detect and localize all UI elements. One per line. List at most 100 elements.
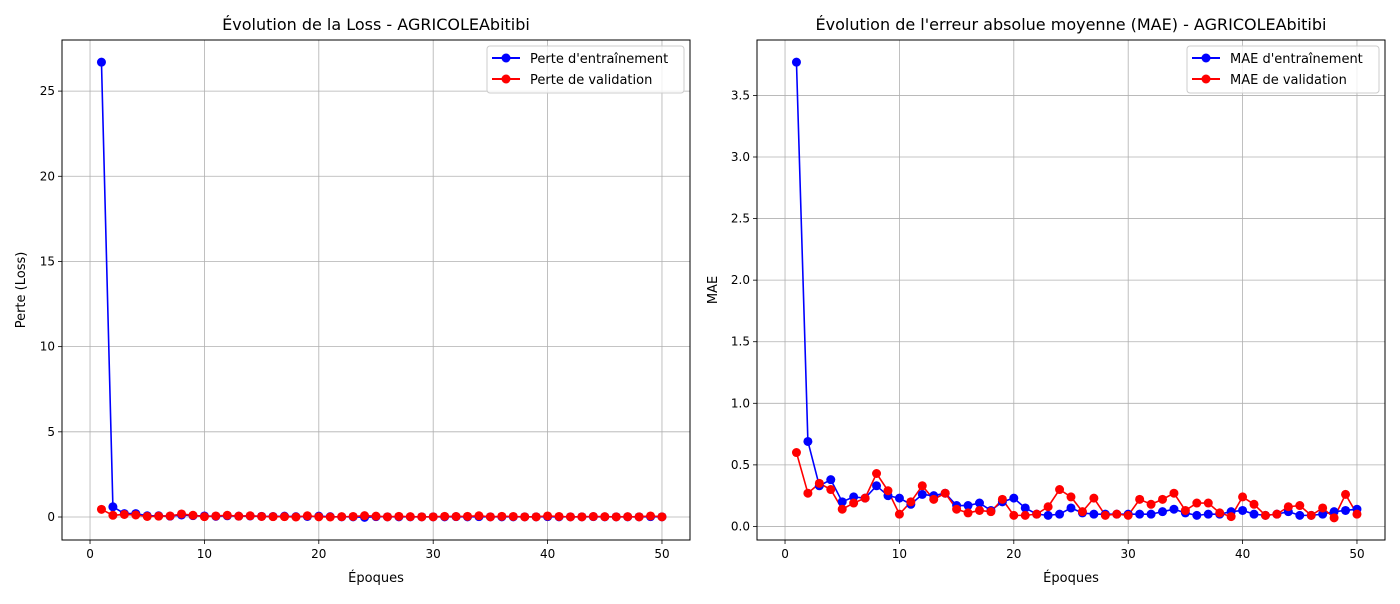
- mae-point-val: [1009, 510, 1019, 520]
- loss-legend-train-marker: [501, 53, 511, 63]
- mae-point-val: [940, 488, 950, 498]
- mae-point-train: [1341, 505, 1351, 515]
- mae-point-val: [803, 488, 813, 498]
- loss-chart-title: Évolution de la Loss - AGRICOLEAbitibi: [222, 15, 530, 34]
- mae-point-val: [1295, 501, 1305, 511]
- loss-point-val: [382, 512, 392, 522]
- mae-point-val: [997, 494, 1007, 504]
- mae-point-val: [1043, 502, 1053, 512]
- loss-point-val: [211, 511, 221, 521]
- mae-y-tick-label: 1.5: [731, 335, 750, 349]
- loss-y-tick-label: 25: [40, 84, 55, 98]
- mae-x-axis-label: Époques: [1043, 570, 1099, 586]
- loss-x-tick-label: 40: [540, 547, 555, 561]
- loss-point-val: [646, 511, 656, 521]
- loss-point-val: [279, 512, 289, 522]
- mae-point-val: [1341, 489, 1351, 499]
- mae-y-tick-label: 3.5: [731, 88, 750, 102]
- mae-point-train: [837, 497, 847, 507]
- loss-y-tick-label: 20: [40, 169, 55, 183]
- loss-point-val: [108, 510, 118, 520]
- mae-point-train: [1089, 509, 1099, 519]
- mae-x-tick-label: 30: [1121, 547, 1136, 561]
- mae-point-val: [814, 478, 824, 488]
- mae-x-tick-label: 10: [892, 547, 907, 561]
- loss-point-val: [360, 511, 370, 521]
- loss-point-val: [371, 511, 381, 521]
- mae-point-train: [894, 493, 904, 503]
- mae-x-tick-label: 40: [1235, 547, 1250, 561]
- loss-point-val: [508, 511, 518, 521]
- loss-point-val: [520, 512, 530, 522]
- loss-point-val: [657, 512, 667, 522]
- mae-point-val: [1238, 492, 1248, 502]
- mae-point-val: [1283, 502, 1293, 512]
- mae-legend: MAE d'entraînement MAE de validation: [1186, 45, 1380, 94]
- loss-point-val: [531, 512, 541, 522]
- loss-x-tick-label: 20: [311, 547, 326, 561]
- mae-point-train: [1043, 510, 1053, 520]
- loss-point-val: [394, 511, 404, 521]
- mae-point-val: [1146, 499, 1156, 509]
- loss-point-train: [108, 502, 118, 512]
- mae-point-val: [883, 486, 893, 496]
- loss-point-val: [623, 512, 633, 522]
- loss-point-val: [245, 511, 255, 521]
- loss-point-val: [268, 512, 278, 522]
- loss-point-val: [257, 511, 267, 521]
- mae-legend-train-marker: [1201, 53, 1211, 63]
- mae-y-tick-label: 1.0: [731, 396, 750, 410]
- loss-point-val: [154, 511, 164, 521]
- mae-point-train: [1329, 507, 1339, 517]
- mae-plot-frame: [756, 39, 1386, 541]
- mae-y-ticks: 0.0 0.5 1.0 1.5 2.0 2.5 3.0 3.5: [731, 88, 757, 533]
- loss-point-val: [428, 512, 438, 522]
- mae-y-tick-label: 2.0: [731, 273, 750, 287]
- mae-point-val: [826, 485, 836, 495]
- mae-point-train: [1169, 504, 1179, 514]
- mae-point-val: [1192, 498, 1202, 508]
- loss-point-val: [165, 511, 175, 521]
- loss-y-ticks: 0 5 10 15 20 25: [40, 84, 62, 524]
- mae-point-val: [894, 509, 904, 519]
- mae-point-val: [849, 498, 859, 508]
- mae-point-train: [917, 489, 927, 499]
- loss-point-val: [474, 511, 484, 521]
- mae-x-ticks: 0 10 20 30 40 50: [781, 540, 1365, 561]
- mae-point-val: [1249, 499, 1259, 509]
- mae-point-val: [1169, 488, 1179, 498]
- mae-y-tick-label: 3.0: [731, 150, 750, 164]
- loss-legend-val-marker: [501, 74, 511, 84]
- mae-point-val: [1112, 509, 1122, 519]
- mae-point-train: [1066, 503, 1076, 513]
- mae-point-val: [1329, 513, 1339, 523]
- loss-x-tick-label: 50: [654, 547, 669, 561]
- mae-point-val: [963, 508, 973, 518]
- mae-point-val: [1352, 509, 1362, 519]
- loss-point-val: [119, 509, 129, 519]
- loss-point-val: [577, 512, 587, 522]
- mae-point-val: [1055, 485, 1065, 495]
- mae-point-train: [1249, 509, 1259, 519]
- mae-x-tick-label: 0: [781, 547, 789, 561]
- loss-y-tick-label: 15: [40, 254, 55, 268]
- loss-point-val: [314, 512, 324, 522]
- loss-x-tick-label: 30: [426, 547, 441, 561]
- loss-y-tick-label: 5: [47, 425, 55, 439]
- mae-point-val: [974, 505, 984, 515]
- mae-point-val: [952, 504, 962, 514]
- loss-y-tick-label: 0: [47, 510, 55, 524]
- loss-point-val: [565, 512, 575, 522]
- mae-points: [791, 57, 1362, 523]
- mae-point-val: [1272, 509, 1282, 519]
- loss-point-val: [554, 511, 564, 521]
- loss-point-train: [96, 57, 106, 67]
- mae-point-val: [986, 507, 996, 517]
- mae-plot-area: [757, 40, 1385, 540]
- mae-x-tick-label: 20: [1006, 547, 1021, 561]
- loss-legend-train-label: Perte d'entraînement: [530, 52, 668, 67]
- mae-point-val: [1135, 494, 1145, 504]
- loss-point-val: [348, 511, 358, 521]
